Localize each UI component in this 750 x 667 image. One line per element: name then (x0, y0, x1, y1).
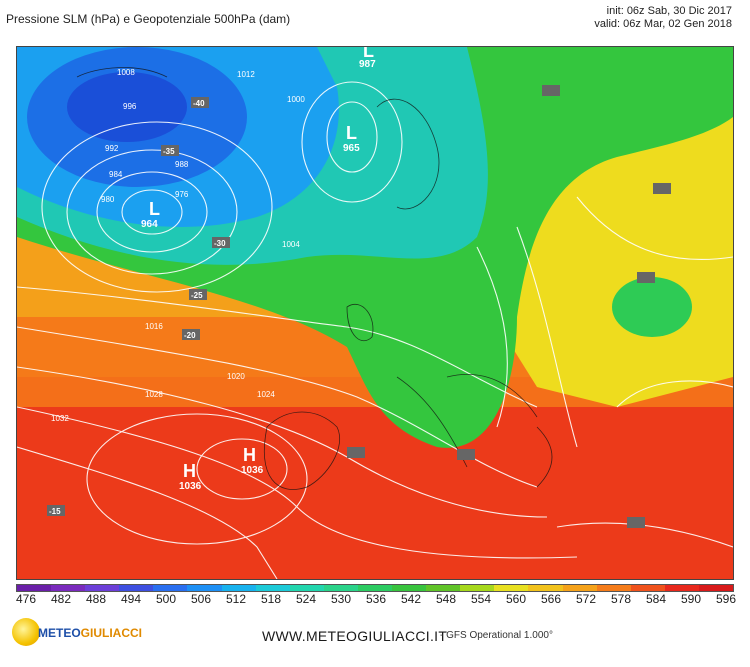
scale-swatch (664, 585, 699, 591)
isobar-label: 1028 (145, 390, 163, 399)
logo-text-a: METEO (38, 626, 81, 640)
scale-swatch (460, 585, 495, 591)
scale-label: 560 (505, 592, 527, 606)
scale-label: 536 (365, 592, 387, 606)
scale-label: 566 (540, 592, 562, 606)
isobar-label: 1032 (51, 414, 69, 423)
scale-swatch (323, 585, 358, 591)
scale-swatch (85, 585, 120, 591)
scale-label: 494 (120, 592, 142, 606)
temp-label: -15 (49, 507, 61, 516)
isobar-label: 1020 (227, 372, 245, 381)
scale-swatch (494, 585, 529, 591)
scale-swatch (596, 585, 631, 591)
low-value: 964 (141, 219, 158, 230)
scale-label: 590 (680, 592, 702, 606)
temp-label: -20 (184, 331, 196, 340)
color-scale-labels: 476 482 488 494 500 506 512 518 524 530 536 542 548 5… (15, 592, 737, 606)
scale-label: 548 (435, 592, 457, 606)
scale-label: 506 (190, 592, 212, 606)
isobar-label: 996 (123, 102, 137, 111)
scale-label: 482 (50, 592, 72, 606)
scale-swatch (187, 585, 222, 591)
high-value: 1036 (241, 465, 264, 476)
temp-label: -25 (191, 291, 203, 300)
weather-map: L 964 L 965 L 987 H 1036 H 1036 1008 101… (16, 46, 734, 580)
temp-label: -30 (214, 239, 226, 248)
scale-label: 488 (85, 592, 107, 606)
isobar-label: 1024 (257, 390, 275, 399)
logo[interactable]: METEOGIULIACCI (12, 614, 142, 654)
scale-swatch (289, 585, 324, 591)
isobar-label: 1012 (237, 70, 255, 79)
scale-swatch (51, 585, 86, 591)
scale-swatch (119, 585, 154, 591)
scale-label: 524 (295, 592, 317, 606)
model-name: - GFS Operational 1.000° (440, 630, 553, 641)
scale-swatch (698, 585, 733, 591)
scale-label: 554 (470, 592, 492, 606)
scale-label: 530 (330, 592, 352, 606)
temperature-labels: -40 -35 -30 -25 -20 -15 (47, 85, 671, 528)
isobar-label: 992 (105, 144, 119, 153)
low-value: 965 (343, 143, 360, 154)
scale-swatch (630, 585, 665, 591)
low-symbol: L (149, 199, 160, 219)
sun-icon (12, 618, 40, 646)
map-svg: L 964 L 965 L 987 H 1036 H 1036 1008 101… (17, 47, 733, 579)
run-info: init: 06z Sab, 30 Dic 2017 valid: 06z Ma… (594, 5, 732, 31)
init-time: init: 06z Sab, 30 Dic 2017 (606, 5, 732, 17)
scale-swatch (17, 585, 52, 591)
scale-swatch (153, 585, 188, 591)
isobar-label: 984 (109, 170, 123, 179)
low-pressure-centers: L 964 L 965 L 987 (141, 47, 376, 230)
valid-time: valid: 06z Mar, 02 Gen 2018 (594, 18, 732, 30)
page-title: Pressione SLM (hPa) e Geopotenziale 500h… (6, 12, 291, 26)
isobar-labels: 1008 1012 1000 996 992 988 984 980 976 1… (51, 68, 305, 423)
color-scale-bar (16, 584, 734, 592)
isobar-label: 1000 (287, 95, 305, 104)
scale-label: 500 (155, 592, 177, 606)
high-pressure-centers: H 1036 H 1036 (179, 445, 264, 492)
scale-label: 518 (260, 592, 282, 606)
low-value: 987 (359, 59, 376, 70)
isobar-label: 976 (175, 190, 189, 199)
scale-swatch (392, 585, 427, 591)
scale-label: 578 (610, 592, 632, 606)
scale-label: 572 (575, 592, 597, 606)
isobar-label: 980 (101, 195, 115, 204)
site-url[interactable]: WWW.METEOGIULIACCI.IT (262, 628, 448, 644)
high-value: 1036 (179, 481, 202, 492)
scale-swatch (562, 585, 597, 591)
low-symbol: L (363, 47, 374, 61)
scale-label: 476 (15, 592, 37, 606)
scale-label: 512 (225, 592, 247, 606)
scale-swatch (528, 585, 563, 591)
isobar-label: 988 (175, 160, 189, 169)
temp-label: -35 (163, 147, 175, 156)
high-symbol: H (183, 461, 196, 481)
isobar-label: 1016 (145, 322, 163, 331)
scale-label: 596 (715, 592, 737, 606)
low-symbol: L (346, 123, 357, 143)
logo-text-b: GIULIACCI (80, 626, 143, 640)
isobar-label: 1004 (282, 240, 300, 249)
scale-label: 542 (400, 592, 422, 606)
scale-swatch (357, 585, 393, 591)
scale-swatch (221, 585, 256, 591)
logo-text: METEOGIULIACCI (38, 626, 142, 640)
scale-label: 584 (645, 592, 667, 606)
high-symbol: H (243, 445, 256, 465)
temp-label: -40 (193, 99, 205, 108)
isobar-label: 1008 (117, 68, 135, 77)
scale-swatch (426, 585, 461, 591)
scale-swatch (255, 585, 290, 591)
